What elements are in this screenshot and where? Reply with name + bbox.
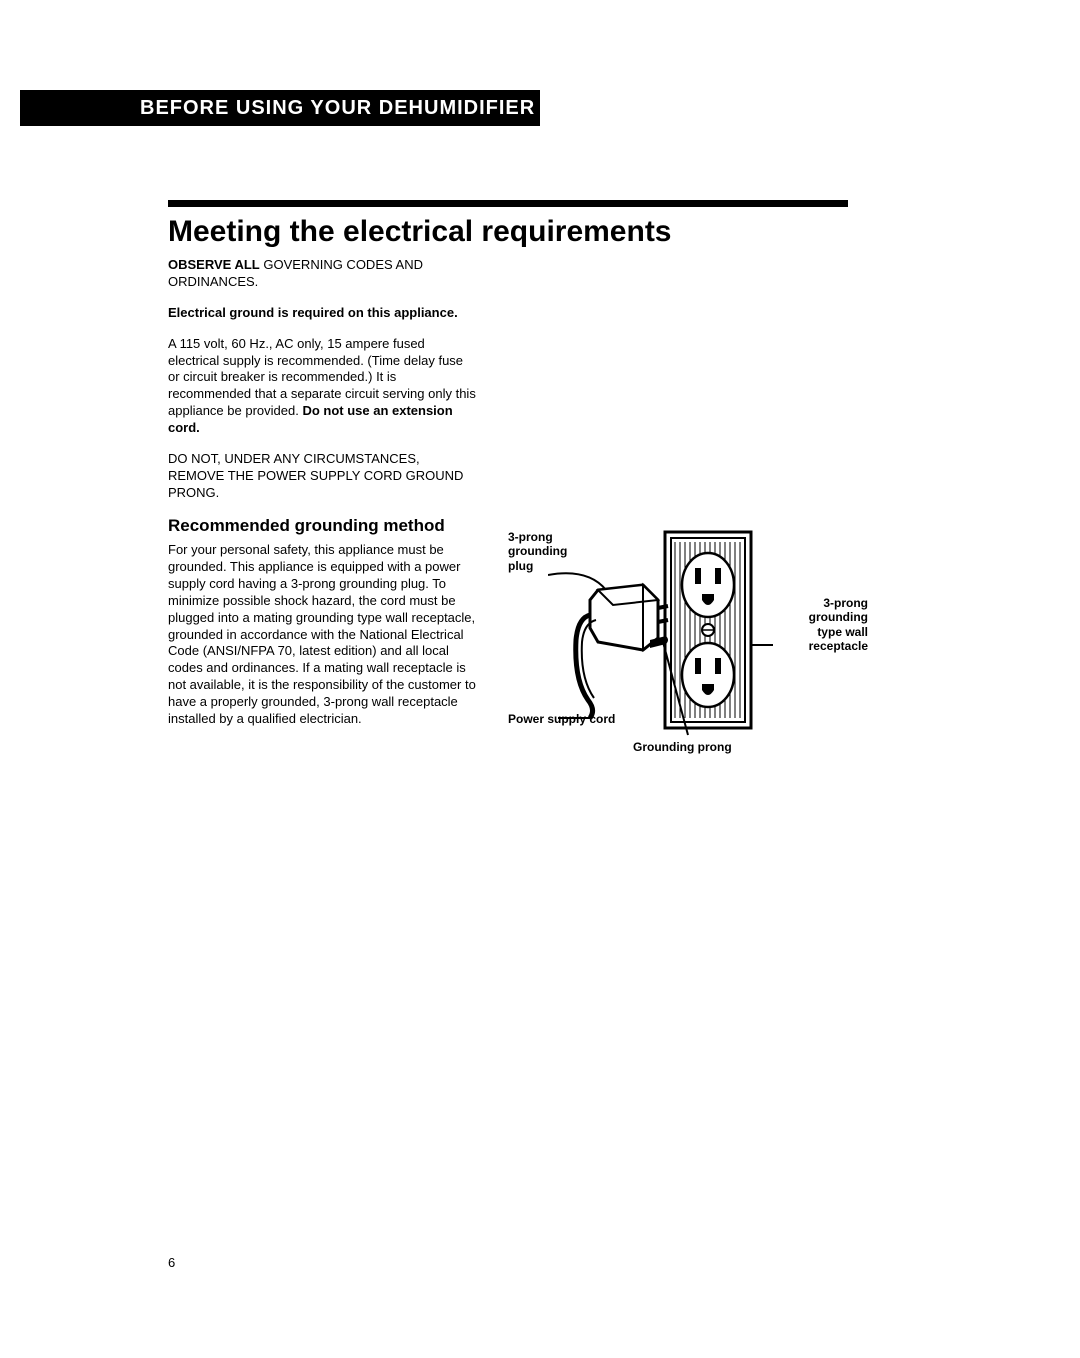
page-number: 6 — [168, 1255, 175, 1270]
body-column: OBSERVE ALL GOVERNING CODES AND ORDINANC… — [168, 257, 478, 728]
do-not-para: DO NOT, UNDER ANY CIRCUMSTANCES, REMOVE … — [168, 451, 478, 502]
grounding-subhead: Recommended grounding method — [168, 516, 478, 536]
electrical-supply-para: A 115 volt, 60 Hz., AC only, 15 ampere f… — [168, 336, 478, 437]
grounding-para: For your personal safety, this appliance… — [168, 542, 478, 728]
section-header-bar: BEFORE USING YOUR DEHUMIDIFIER — [20, 90, 540, 126]
grounding-diagram: 3-prong grounding plug 3-prong grounding… — [508, 530, 868, 760]
title-rule — [168, 200, 848, 207]
receptacle-label: 3-prong grounding type wall receptacle — [788, 596, 868, 654]
observe-codes: OBSERVE ALL GOVERNING CODES AND ORDINANC… — [168, 257, 478, 291]
section-header-text: BEFORE USING YOUR DEHUMIDIFIER — [140, 97, 535, 120]
observe-bold: OBSERVE ALL — [168, 257, 260, 272]
plug-label: 3-prong grounding plug — [508, 530, 578, 573]
plug-icon — [548, 570, 708, 750]
ground-required: Electrical ground is required on this ap… — [168, 305, 478, 322]
main-title: Meeting the electrical requirements — [168, 215, 848, 249]
